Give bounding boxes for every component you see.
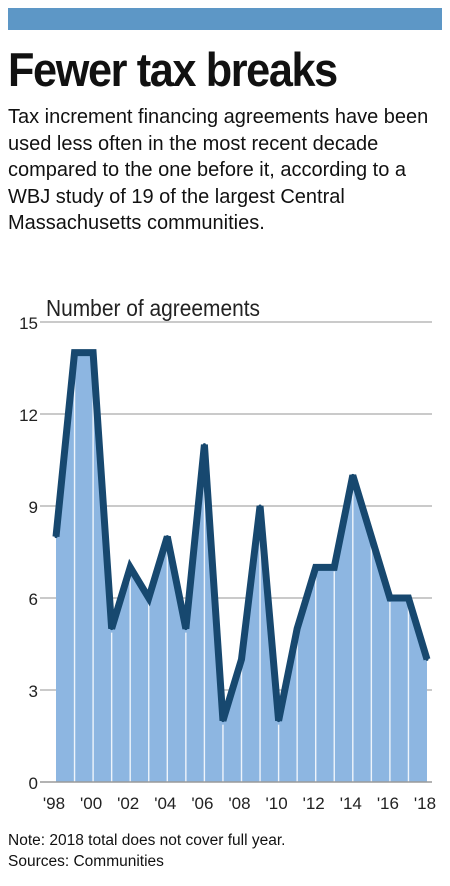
- x-tick-label-2010: '10: [266, 794, 288, 813]
- data-point-2014: [351, 473, 355, 477]
- x-tick-label-2002: '02: [117, 794, 139, 813]
- x-tick-label-2008: '08: [228, 794, 250, 813]
- data-point-2003: [147, 596, 151, 600]
- data-point-1999: [73, 351, 77, 355]
- y-tick-label-15: 15: [19, 314, 38, 333]
- x-tick-label-2006: '06: [191, 794, 213, 813]
- sources-line: Sources: Communities: [8, 853, 164, 870]
- x-tick-label-1998: '98: [43, 794, 65, 813]
- data-point-2016: [388, 596, 392, 600]
- y-axis-label: Number of agreements: [46, 295, 260, 321]
- y-tick-label-9: 9: [29, 498, 38, 517]
- top-accent-bar: [8, 8, 442, 30]
- data-point-2017: [406, 596, 410, 600]
- data-point-2009: [258, 504, 262, 508]
- y-tick-label-6: 6: [29, 590, 38, 609]
- x-tick-label-2012: '12: [303, 794, 325, 813]
- data-point-2005: [184, 627, 188, 631]
- data-point-1998: [54, 535, 58, 539]
- x-tick-label-2018: '18: [414, 794, 436, 813]
- data-point-2000: [91, 351, 95, 355]
- data-point-2018: [425, 657, 429, 661]
- data-point-2008: [240, 657, 243, 661]
- data-point-2001: [110, 627, 114, 631]
- data-point-2011: [295, 627, 299, 631]
- chart-subtitle: Tax increment financing agreements have …: [8, 106, 429, 234]
- x-tick-label-2014: '14: [340, 794, 362, 813]
- y-tick-label-3: 3: [29, 682, 38, 701]
- data-point-2013: [332, 565, 336, 569]
- footnote: Note: 2018 total does not cover full yea…: [8, 832, 286, 849]
- data-point-2012: [314, 565, 318, 569]
- x-tick-label-2016: '16: [377, 794, 399, 813]
- chart-title: Fewer tax breaks: [8, 43, 338, 96]
- data-point-2015: [369, 535, 373, 539]
- data-point-2010: [277, 719, 281, 723]
- x-tick-label-2004: '04: [154, 794, 176, 813]
- chart-area: 0 3 6 9 12 15 '98 '00 '02 '04 '06 '08 '10 '12 '14 '16 '1…: [0, 288, 450, 818]
- y-tick-label-12: 12: [19, 406, 38, 425]
- x-tick-label-2000: '00: [80, 794, 102, 813]
- data-point-2004: [165, 535, 169, 539]
- data-point-2002: [128, 565, 132, 569]
- y-tick-label-0: 0: [29, 774, 38, 793]
- line-area-chart: 0 3 6 9 12 15 '98 '00 '02 '04 '06 '08 '10 '12 '14 '16 '1…: [19, 295, 436, 813]
- data-point-2007: [221, 719, 225, 723]
- data-point-2006: [202, 443, 206, 447]
